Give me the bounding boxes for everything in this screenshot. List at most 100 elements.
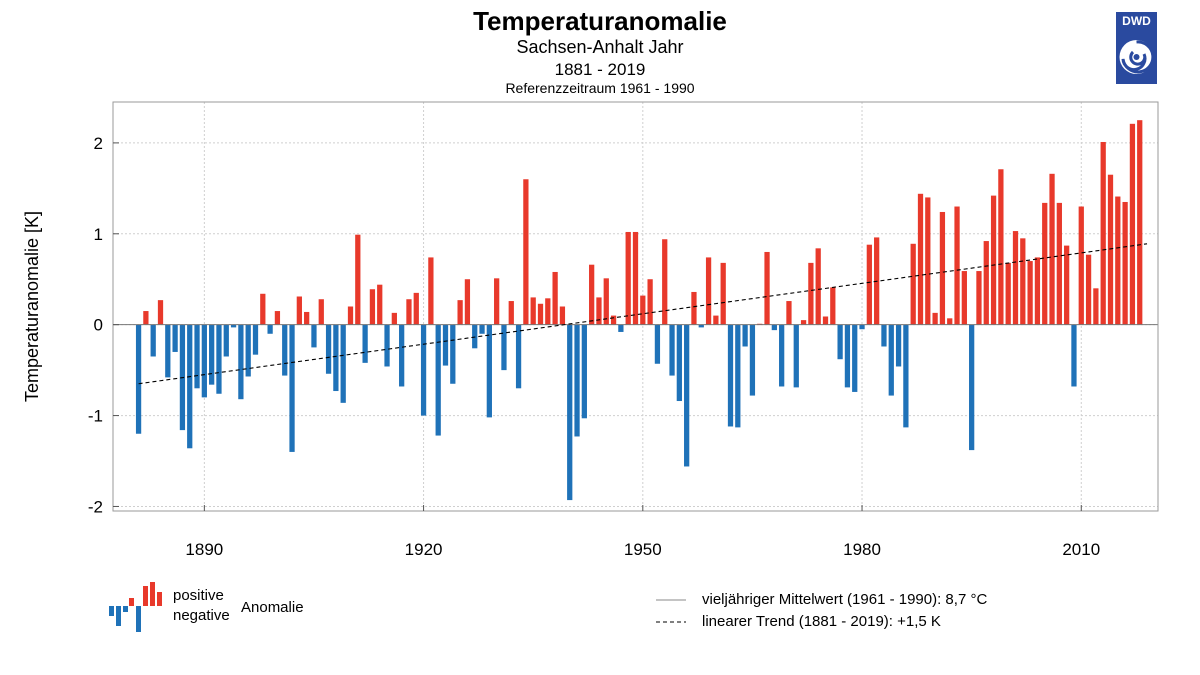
bar-1897 — [252, 324, 259, 355]
bar-1886 — [172, 324, 178, 352]
anomaly-legend-swatch — [109, 582, 162, 632]
legend-negative-label: negative — [173, 607, 230, 624]
y-axis-label: Temperaturanomalie [K] — [22, 211, 42, 402]
bar-1999 — [998, 169, 1004, 325]
bar-1899 — [267, 324, 273, 334]
bar-1923 — [442, 324, 449, 366]
bar-1919 — [413, 292, 419, 325]
bar-1916 — [391, 312, 397, 325]
bar-1930 — [494, 278, 500, 325]
bar-1987 — [910, 243, 916, 325]
bar-2017 — [1129, 123, 1136, 325]
bar-1988 — [917, 193, 924, 325]
bar-1922 — [435, 324, 441, 436]
bar-1948 — [625, 231, 631, 325]
bar-1914 — [377, 284, 383, 325]
bar-1980 — [859, 324, 865, 330]
bar-2011 — [1085, 254, 1092, 325]
bar-1890 — [201, 324, 207, 398]
bar-1926 — [464, 279, 471, 325]
bar-1954 — [669, 324, 675, 376]
bar-1905 — [311, 324, 317, 348]
bar-1921 — [428, 257, 434, 325]
bar-1991 — [939, 211, 946, 325]
dwd-logo: DWD — [1116, 12, 1157, 84]
bar-1937 — [545, 298, 551, 325]
bar-1903 — [296, 296, 302, 325]
legend-negative-bar — [109, 606, 114, 616]
bar-2015 — [1115, 196, 1121, 325]
legend-positive-bar — [157, 592, 162, 606]
bar-1910 — [347, 306, 354, 325]
y-tick-label: 0 — [94, 316, 103, 335]
bar-1913 — [369, 289, 376, 325]
y-tick-label: 2 — [94, 134, 103, 153]
bar-1955 — [676, 324, 682, 402]
bar-1892 — [216, 324, 222, 394]
legend-positive-bar — [129, 598, 134, 606]
bar-2005 — [1042, 202, 1048, 325]
bar-1941 — [574, 324, 580, 437]
bar-1936 — [537, 303, 544, 325]
bar-1971 — [793, 324, 799, 388]
bar-1993 — [954, 206, 960, 325]
bar-1970 — [786, 301, 792, 325]
bar-1894 — [230, 324, 237, 328]
y-tick-label: -2 — [88, 497, 103, 516]
x-tick-label: 1920 — [405, 540, 443, 559]
bar-2002 — [1020, 238, 1026, 325]
bar-1907 — [325, 324, 332, 374]
bar-1957 — [691, 291, 697, 325]
bar-2008 — [1064, 245, 1070, 325]
trend-line — [138, 243, 1148, 385]
bar-series — [135, 120, 1143, 501]
chart-period: 1881 - 2019 — [554, 60, 646, 79]
bar-2001 — [1012, 231, 1019, 325]
legend-negative-bar — [123, 606, 128, 612]
legend-negative-bar — [116, 606, 121, 626]
bar-1893 — [223, 324, 229, 357]
bar-1989 — [925, 197, 931, 325]
bar-1961 — [720, 262, 726, 325]
plot-frame — [112, 101, 1159, 512]
bar-1904 — [304, 311, 310, 325]
bar-1953 — [662, 239, 668, 325]
bar-2006 — [1049, 173, 1055, 325]
bar-1950 — [640, 295, 646, 325]
bar-2003 — [1027, 261, 1033, 325]
bar-1967 — [764, 251, 770, 325]
dwd-logo-text: DWD — [1122, 14, 1151, 28]
bar-2016 — [1122, 201, 1128, 325]
chart-subtitle: Sachsen-Anhalt Jahr — [516, 37, 684, 57]
bar-1906 — [318, 299, 324, 325]
bar-1896 — [245, 324, 251, 377]
bar-2018 — [1137, 120, 1143, 325]
bar-1909 — [340, 324, 346, 403]
bar-2012 — [1093, 288, 1099, 325]
bar-1984 — [888, 324, 894, 396]
bar-1932 — [508, 301, 514, 325]
bar-1901 — [282, 324, 288, 376]
bar-1908 — [333, 324, 339, 392]
bar-1972 — [800, 320, 807, 325]
bar-1977 — [837, 324, 843, 360]
bar-1978 — [844, 324, 851, 388]
bar-1884 — [157, 300, 164, 325]
bar-1959 — [705, 257, 712, 325]
bar-1939 — [559, 306, 566, 325]
legend-positive-label: positive — [173, 587, 224, 604]
bar-1945 — [603, 278, 609, 325]
bar-1925 — [457, 300, 463, 325]
bar-1949 — [632, 231, 639, 325]
legend-positive-bar — [150, 582, 155, 606]
bar-1927 — [472, 324, 478, 349]
bar-2010 — [1078, 206, 1084, 325]
bar-1891 — [209, 324, 215, 385]
bar-1973 — [808, 262, 814, 325]
legend-negative-bar — [136, 606, 141, 632]
bar-1965 — [749, 324, 756, 396]
bar-1934 — [523, 179, 529, 325]
bar-2014 — [1107, 174, 1114, 325]
bar-1969 — [779, 324, 785, 387]
bar-2007 — [1056, 202, 1062, 325]
